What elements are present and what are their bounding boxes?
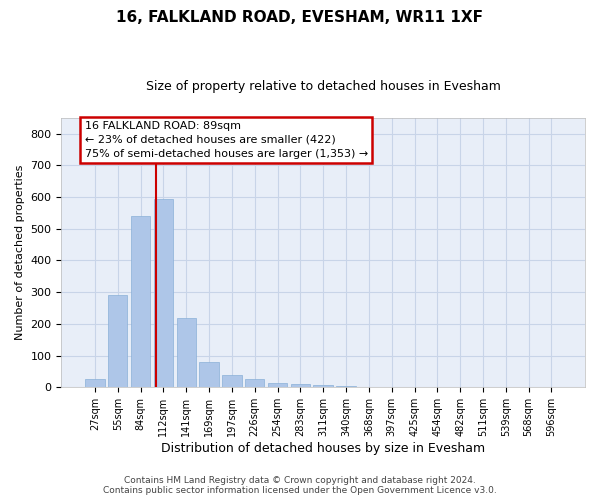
- Bar: [131, 216, 150, 388]
- Text: 16 FALKLAND ROAD: 89sqm
← 23% of detached houses are smaller (422)
75% of semi-d: 16 FALKLAND ROAD: 89sqm ← 23% of detache…: [85, 121, 368, 159]
- Bar: [245, 380, 265, 388]
- Bar: [222, 376, 242, 388]
- Bar: [268, 382, 287, 388]
- X-axis label: Distribution of detached houses by size in Evesham: Distribution of detached houses by size …: [161, 442, 485, 455]
- Bar: [176, 318, 196, 388]
- Bar: [85, 380, 104, 388]
- Bar: [154, 198, 173, 388]
- Bar: [313, 385, 333, 388]
- Text: 16, FALKLAND ROAD, EVESHAM, WR11 1XF: 16, FALKLAND ROAD, EVESHAM, WR11 1XF: [116, 10, 484, 25]
- Title: Size of property relative to detached houses in Evesham: Size of property relative to detached ho…: [146, 80, 500, 93]
- Y-axis label: Number of detached properties: Number of detached properties: [15, 165, 25, 340]
- Bar: [290, 384, 310, 388]
- Bar: [108, 296, 127, 388]
- Text: Contains HM Land Registry data © Crown copyright and database right 2024.
Contai: Contains HM Land Registry data © Crown c…: [103, 476, 497, 495]
- Bar: [337, 386, 356, 388]
- Bar: [199, 362, 219, 388]
